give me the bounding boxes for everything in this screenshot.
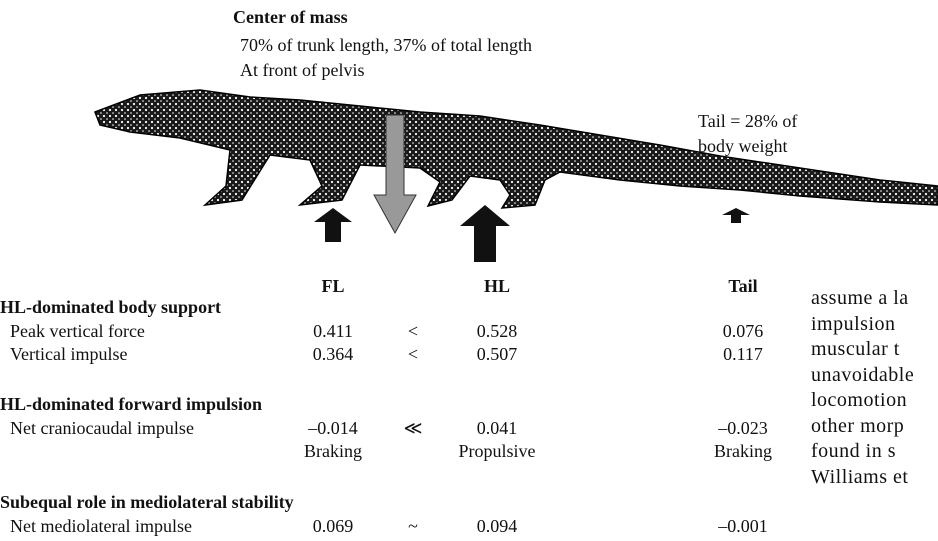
body-line: unavoidable	[811, 363, 915, 386]
column-header: FL	[321, 276, 345, 296]
body-line: Williams et	[811, 465, 909, 488]
row-label: Net mediolateral impulse	[10, 516, 192, 536]
tail-value: Braking	[714, 441, 772, 461]
body-line: found in s	[811, 440, 896, 462]
com-title: Center of mass	[233, 7, 348, 27]
body-line: assume a la	[811, 287, 909, 309]
hl-value: 0.094	[476, 516, 518, 536]
com-line: At front of pelvis	[240, 60, 365, 80]
comparison: <	[407, 321, 419, 341]
hl-value: Propulsive	[458, 441, 536, 461]
body-line: muscular t	[811, 338, 900, 360]
tail-value: –0.001	[718, 516, 768, 536]
section-heading: Subequal role in mediolateral stability	[0, 492, 294, 512]
fl-value: –0.014	[308, 418, 358, 438]
column-header: Tail	[728, 276, 758, 296]
comparison: <	[407, 344, 419, 364]
tail-arrow	[722, 208, 750, 223]
hl-value: 0.528	[476, 321, 518, 341]
section-heading: HL-dominated body support	[0, 297, 222, 317]
tail-value: –0.023	[718, 418, 768, 438]
column-header: HL	[483, 276, 511, 296]
body-line: other morp	[811, 414, 905, 437]
row-label: Peak vertical force	[10, 321, 145, 341]
tail-note: Tail = 28% of	[698, 111, 798, 131]
com-arrow	[373, 114, 417, 235]
tail-value: 0.117	[723, 344, 763, 364]
row-label: Net craniocaudal impulse	[10, 418, 194, 438]
hl-arrow	[460, 205, 510, 262]
com-line: 70% of trunk length, 37% of total length	[240, 35, 532, 55]
tail-value: 0.076	[722, 321, 764, 341]
alligator	[94, 89, 938, 209]
hl-value: 0.507	[476, 344, 518, 364]
fl-value: 0.364	[312, 344, 354, 364]
section-heading: HL-dominated forward impulsion	[0, 394, 263, 414]
tail-note: body weight	[698, 136, 788, 156]
fl-arrow	[314, 208, 352, 242]
comparison: ~	[408, 516, 418, 536]
body-line: locomotion	[811, 389, 908, 411]
fl-value: 0.069	[312, 516, 354, 536]
fl-value: 0.411	[313, 321, 353, 341]
comparison: ≪	[403, 418, 423, 438]
body-line: impulsion	[811, 312, 896, 335]
fl-value: Braking	[304, 441, 362, 461]
row-label: Vertical impulse	[10, 344, 128, 364]
hl-value: 0.041	[476, 418, 518, 438]
